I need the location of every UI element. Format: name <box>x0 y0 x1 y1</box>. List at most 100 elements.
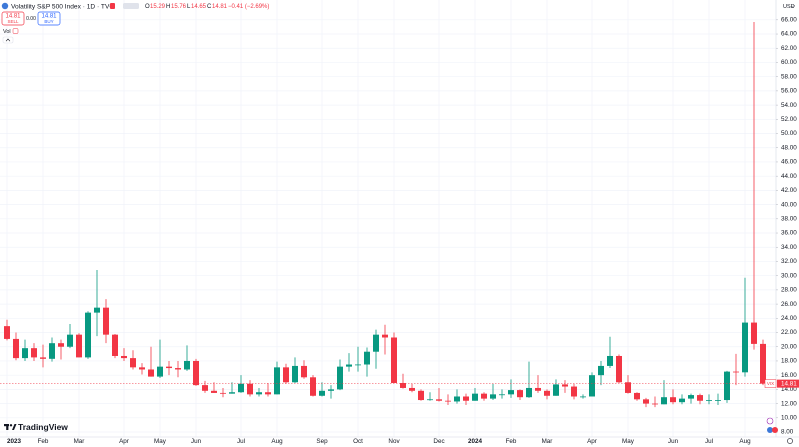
candle-body <box>760 343 766 384</box>
candle-body <box>616 355 622 383</box>
x-tick-label: May <box>622 438 635 445</box>
candle-body <box>256 392 262 395</box>
candle-body <box>445 400 451 402</box>
y-tick-label: 40.00 <box>781 201 797 208</box>
x-tick-label: Jul <box>705 438 713 445</box>
x-tick-label: Jul <box>237 438 245 445</box>
x-tick-label: Aug <box>271 438 283 445</box>
sell-button[interactable] <box>1 11 25 26</box>
high-label: H <box>166 4 170 10</box>
y-tick-label: 12.00 <box>781 400 797 407</box>
y-tick-label: 44.00 <box>781 173 797 180</box>
candle-body <box>94 307 100 313</box>
candle-body <box>265 392 271 395</box>
candle-body <box>571 386 577 397</box>
candle-body <box>49 343 55 359</box>
candle-body <box>670 397 676 403</box>
x-tick-label: Mar <box>74 438 85 445</box>
volume-toggle[interactable] <box>12 28 19 34</box>
indicator-badge[interactable] <box>123 3 139 9</box>
candle-body <box>742 322 748 373</box>
y-tick-label: 38.00 <box>781 215 797 222</box>
x-tick-label: Jun <box>191 438 202 445</box>
last-price-tag <box>777 379 799 388</box>
x-tick-label: Sep <box>316 438 328 445</box>
buy-button[interactable] <box>37 11 61 26</box>
buy-label: BUY <box>44 19 53 24</box>
collapse-button[interactable] <box>2 36 14 44</box>
x-tick-label: Apr <box>119 438 129 445</box>
settings-button[interactable] <box>787 438 793 444</box>
candle-body <box>112 334 118 356</box>
y-tick-label: 24.00 <box>781 315 797 322</box>
high-value: 15.76 <box>171 4 187 10</box>
candle-body <box>517 390 523 398</box>
x-tick-label: 2024 <box>468 438 483 445</box>
symbol-title[interactable]: Volatility S&P 500 Index · 1D · TVC <box>11 3 114 10</box>
candle-body <box>121 355 127 359</box>
candle-body <box>202 385 208 391</box>
flag-icon[interactable] <box>767 427 773 433</box>
market-status[interactable] <box>110 3 115 9</box>
y-tick-label: 20.00 <box>781 343 797 350</box>
candle-body <box>229 392 235 394</box>
candle-body <box>67 334 73 347</box>
y-tick-label: 14.00 <box>781 386 797 393</box>
x-tick-label: Feb <box>38 438 49 445</box>
sell-price: 14.81 <box>5 14 21 20</box>
sell-label: SELL <box>7 19 19 24</box>
candle-body <box>319 390 325 396</box>
x-tick-label: Jun <box>668 438 679 445</box>
candle-body <box>715 400 721 401</box>
candle-body <box>733 371 739 373</box>
low-label: L <box>187 4 191 10</box>
candle-body <box>337 366 343 390</box>
y-tick-label: 34.00 <box>781 244 797 251</box>
candle-body <box>679 398 685 403</box>
last-price-label: 14.81 <box>781 380 797 387</box>
candle-body <box>472 393 478 401</box>
candle-body <box>238 383 244 393</box>
candle-body <box>436 399 442 401</box>
candle-body <box>481 393 487 399</box>
x-tick-label: 2023 <box>7 438 22 445</box>
candle-body <box>382 334 388 338</box>
currency[interactable]: USD <box>783 4 795 10</box>
candle-body <box>562 384 568 387</box>
y-tick-label: 10.00 <box>781 414 797 421</box>
spread: 0.00 <box>26 16 36 22</box>
y-tick-label: 36.00 <box>781 230 797 237</box>
candle-body <box>301 365 307 378</box>
candle-body <box>598 365 604 376</box>
open-value: 15.29 <box>150 4 166 10</box>
candle-body <box>634 392 640 400</box>
y-tick-label: 52.00 <box>781 116 797 123</box>
x-tick-label: Oct <box>353 438 363 445</box>
time-axis: 2023 Feb Mar Apr May Jun Jul Aug Sep Oct Nov Dec 202… <box>7 438 751 445</box>
candle-body <box>103 307 109 335</box>
x-tick-label: Aug <box>739 438 751 445</box>
candle-body <box>553 384 559 396</box>
candle-body <box>589 375 595 397</box>
volume-label: Vol <box>3 29 11 35</box>
candle-body <box>364 351 370 365</box>
y-tick-label: 26.00 <box>781 301 797 308</box>
candle-body <box>85 312 91 358</box>
flag-icon[interactable] <box>772 427 778 433</box>
symbol-tag-label: VIX <box>767 381 774 386</box>
candle-body <box>220 392 226 394</box>
candle-body <box>463 396 469 401</box>
candle-body <box>706 400 712 401</box>
candle-body <box>535 387 541 391</box>
y-tick-label: 22.00 <box>781 329 797 336</box>
symbol-tag <box>764 379 777 388</box>
candle-body <box>688 395 694 399</box>
candle-body <box>130 358 136 368</box>
y-tick-label: 30.00 <box>781 272 797 279</box>
candle-body <box>724 371 730 401</box>
price-axis: 8.00 10.00 12.00 14.00 16.00 18.00 20.00 22.00 2… <box>764 16 799 436</box>
candle-body <box>625 382 631 393</box>
event-icon[interactable] <box>766 417 774 425</box>
